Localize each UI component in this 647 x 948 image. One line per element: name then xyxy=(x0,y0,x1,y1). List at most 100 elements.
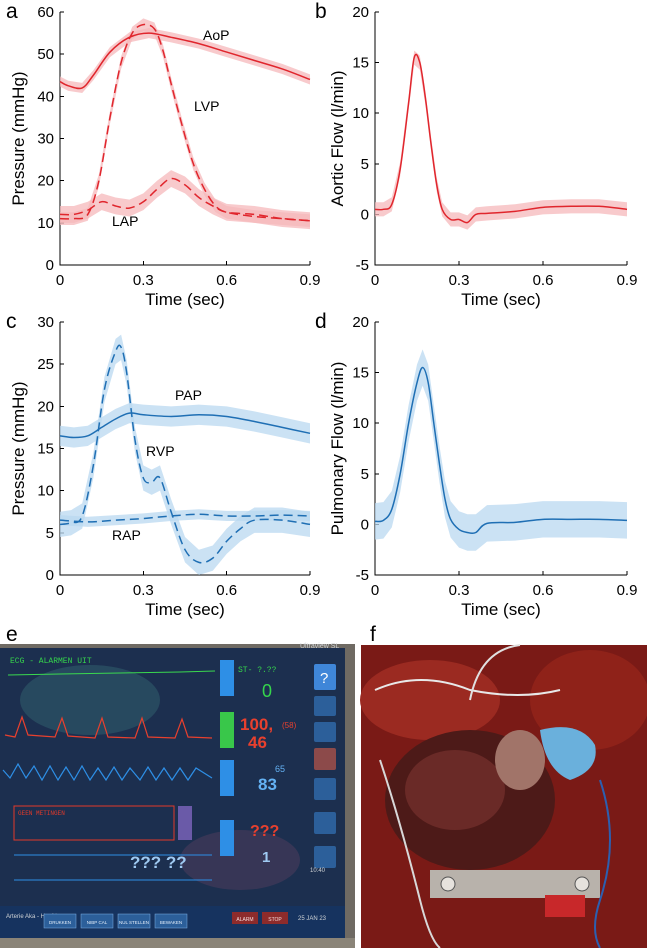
y-tick-label: 20 xyxy=(352,4,369,21)
bracket-screw-left xyxy=(440,876,456,892)
panel-label-d: d xyxy=(315,310,327,333)
x-tick-label: 0.6 xyxy=(533,582,554,599)
ecg-label: ECG - ALARMEN UIT xyxy=(10,657,92,666)
series-line-lvp xyxy=(59,23,311,222)
series-line-aop xyxy=(59,32,311,90)
monitor-soft-key-label: DRUKKEN xyxy=(49,920,71,925)
nibp-box xyxy=(13,805,175,841)
series-band-b xyxy=(375,50,627,230)
x-tick-label: 0 xyxy=(371,582,379,599)
nibp-values: ??? xyxy=(250,823,279,840)
monitor-soft-key xyxy=(80,913,114,929)
y-tick-label: 15 xyxy=(352,365,369,382)
series-band-rap xyxy=(60,509,310,527)
y-tick-label: 25 xyxy=(37,356,54,373)
monitor-soft-keys: DRUKKEN NIBP CAL NUL STELLEN BEWAKEN ALARM ST… xyxy=(43,912,288,929)
series-band-lvp xyxy=(60,18,310,228)
y-tick-label: 0 xyxy=(46,567,54,584)
y-tick-label: 50 xyxy=(37,46,54,63)
x-tick-label: 0.3 xyxy=(449,272,470,289)
series-annotation-lap: LAP xyxy=(112,213,138,229)
y-tick-label: 0 xyxy=(46,257,54,274)
nibp-message: GEEN METINGEN xyxy=(18,810,65,817)
y-tick-label: 30 xyxy=(37,131,54,148)
surgical-photo xyxy=(360,644,647,948)
series-band-rvp xyxy=(60,334,310,575)
y-tick-label: -5 xyxy=(356,257,369,274)
heart-highlight xyxy=(405,750,505,830)
y-axis-label: Pulmonary Flow (l/min) xyxy=(328,362,347,536)
catheter-1 xyxy=(374,679,561,696)
monitor-soft-key-label: NIBP CAL xyxy=(87,920,108,925)
series-annotation-aop: AoP xyxy=(203,27,229,43)
x-tick-label: 0.6 xyxy=(533,272,554,289)
vessel-graft xyxy=(495,730,545,790)
start-tab xyxy=(178,806,192,840)
y-tick-label: 5 xyxy=(46,525,54,542)
x-tick-label: 0.9 xyxy=(300,582,321,599)
nibp-tag xyxy=(220,820,234,856)
monitor-key-icon-4 xyxy=(314,812,336,834)
spo2-tag xyxy=(220,760,234,796)
screen-reflection-lower xyxy=(180,830,300,890)
art-tag xyxy=(220,712,234,748)
y-tick-label: 30 xyxy=(37,314,54,331)
monitor-alarm-key-label: STOP xyxy=(268,917,282,923)
art-diastolic: 46 xyxy=(248,733,267,752)
y-tick-label: 15 xyxy=(37,441,54,458)
monitor-alarm-key xyxy=(232,912,258,924)
bracket-screw-right xyxy=(574,876,590,892)
monitor-menu-label: Arterie Aka - Hoofdmenu xyxy=(6,914,72,920)
series-annotation-pap: PAP xyxy=(175,387,202,403)
x-tick-label: 0 xyxy=(56,582,64,599)
series-annotation-rvp: RVP xyxy=(146,443,175,459)
chart-b-axes xyxy=(374,12,627,266)
help-glyph-icon: ? xyxy=(320,670,328,687)
x-axis-label: Time (sec) xyxy=(145,290,225,309)
spo2-value: 83 xyxy=(258,775,277,794)
x-tick-label: 0.6 xyxy=(216,272,237,289)
series-annotation-lvp: LVP xyxy=(194,98,219,114)
ecg-trace xyxy=(7,670,216,676)
panel-label-a: a xyxy=(6,0,18,23)
spo2-waveform xyxy=(2,762,213,782)
catheter-2 xyxy=(379,759,441,948)
monitor-key-icon-5 xyxy=(314,846,336,868)
y-tick-label: 10 xyxy=(352,105,369,122)
art-systolic: 100, xyxy=(240,715,273,734)
st-tag xyxy=(220,660,234,696)
panel-label-b: b xyxy=(315,0,327,23)
st-value: 0 xyxy=(262,681,272,701)
art-mean: (58) xyxy=(282,721,297,730)
y-tick-label: 10 xyxy=(37,215,54,232)
chart-c-pulmonary-right-pressures: 0 0.3 0.6 0.9 0 5 10 15 20 25 30 Time (sec) Pressure… xyxy=(9,314,320,619)
x-tick-label: 0.6 xyxy=(216,582,237,599)
panel-label-c: c xyxy=(6,310,17,333)
spo2-pulse: 65 xyxy=(275,764,285,774)
x-tick-label: 0.3 xyxy=(133,582,154,599)
alarm-silence-icon xyxy=(314,748,336,770)
y-tick-label: 15 xyxy=(352,55,369,72)
x-tick-label: 0.3 xyxy=(449,582,470,599)
x-tick-label: 0.9 xyxy=(617,582,638,599)
y-axis-label: Aortic Flow (l/min) xyxy=(328,70,347,206)
monitor-time: 10:40 xyxy=(310,868,326,874)
monitor-soft-key xyxy=(117,913,151,929)
series-annotation-rap: RAP xyxy=(112,527,141,543)
chart-a-aortic-left-pressures: 0 0.3 0.6 0.9 0 10 20 30 40 50 60 Time (sec) Pressur… xyxy=(9,4,320,309)
x-tick-label: 0 xyxy=(56,272,64,289)
series-line-d xyxy=(374,366,628,535)
st-label: ST- ?.?? xyxy=(238,666,277,675)
monitor-key-icon-2 xyxy=(314,722,336,742)
art-waveform xyxy=(4,715,213,739)
x-tick-label: 0.9 xyxy=(617,272,638,289)
co-values: ??? ?? xyxy=(130,853,187,872)
y-tick-label: 0 xyxy=(361,206,369,223)
catheter-3 xyxy=(594,779,611,948)
monitor-soft-key-label: BEWAKEN xyxy=(160,920,182,925)
monitor-brand: Ultraview SL xyxy=(300,643,339,650)
y-tick-label: -5 xyxy=(356,567,369,584)
monitor-key-icon-3 xyxy=(314,778,336,800)
